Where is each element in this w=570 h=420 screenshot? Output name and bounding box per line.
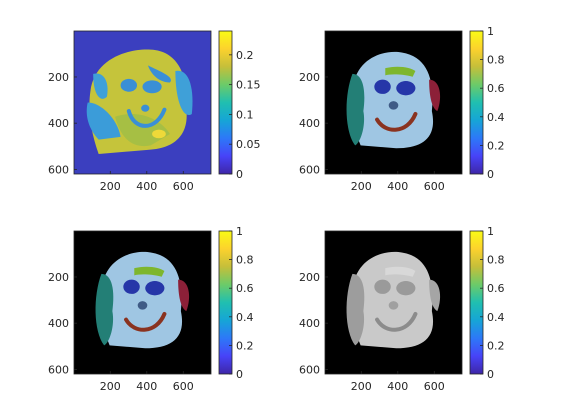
- heatmap-image: [86, 49, 193, 154]
- head-band: [134, 266, 165, 277]
- colorbar-gradient: [218, 30, 233, 175]
- mouth: [126, 107, 167, 128]
- colorbar-tick-label: 0.2: [487, 139, 505, 152]
- eye-left: [123, 279, 140, 294]
- colorbar-tick-label: 0: [487, 368, 494, 381]
- arm-left: [86, 102, 121, 140]
- patch-right: [147, 65, 171, 83]
- x-tick-label: 400: [387, 380, 408, 393]
- x-tick-label: 600: [173, 180, 194, 193]
- colorbar-gradient: [469, 230, 484, 375]
- ear-right: [178, 279, 190, 312]
- colorbar-gradient: [218, 230, 233, 375]
- axes-frame: [73, 230, 212, 375]
- mouth: [124, 311, 167, 332]
- y-tick-label: 600: [299, 363, 320, 376]
- colorbar-tick-label: 1: [487, 25, 494, 38]
- y-tick-label: 400: [299, 317, 320, 330]
- y-tick-label: 200: [299, 271, 320, 284]
- colorbar-tick-label: 0.4: [236, 311, 254, 324]
- y-tick-label: 200: [48, 71, 69, 84]
- ear-right: [175, 70, 193, 116]
- heatmap-image: [346, 251, 441, 349]
- colorbar: 0 0.2 0.4 0.6 0.8 1: [469, 25, 505, 181]
- colorbar-tick-label: 0.2: [236, 339, 254, 352]
- y-tick-label: 400: [48, 117, 69, 130]
- axes-frame: [73, 30, 212, 175]
- axes-frame: [324, 230, 463, 375]
- x-tick-label: 400: [387, 180, 408, 193]
- colorbar-tick-label: 0.4: [487, 111, 505, 124]
- x-tick-label: 400: [136, 380, 157, 393]
- colorbar-tick-label: 0: [487, 168, 494, 181]
- colorbar-tick-label: 0.1: [236, 108, 254, 121]
- colorbar-tick-label: 1: [487, 225, 494, 238]
- ear-left: [95, 273, 114, 346]
- colorbar-tick-label: 0.8: [487, 254, 505, 267]
- colorbar-tick-label: 0.6: [487, 82, 505, 95]
- head-band: [385, 66, 416, 77]
- nose: [141, 104, 150, 112]
- subplot-2: 200 400 600 200 400 600 0 0.2 0.4 0.6 0.8 1: [299, 25, 505, 193]
- eye-right: [145, 281, 165, 296]
- ear-left: [346, 73, 365, 146]
- ear-right: [429, 79, 441, 112]
- colorbar-tick-label: 0.15: [236, 79, 261, 92]
- x-tick-label: 400: [136, 180, 157, 193]
- subplot-3: 200 400 600 200 400 600 0 0.2 0.4 0.6 0.8 1: [48, 225, 254, 393]
- eye-left: [120, 78, 138, 92]
- x-tick-label: 200: [100, 380, 121, 393]
- y-tick-label: 600: [299, 163, 320, 176]
- colorbar-tick-label: 0.6: [487, 282, 505, 295]
- eye-right: [396, 81, 416, 96]
- x-tick-label: 200: [351, 180, 372, 193]
- colorbar-tick-label: 0.05: [236, 138, 261, 151]
- ear-left: [346, 273, 365, 346]
- colorbar-tick-label: 1: [236, 225, 243, 238]
- y-tick-label: 600: [48, 363, 69, 376]
- x-tick-label: 200: [100, 180, 121, 193]
- nose: [137, 301, 148, 310]
- x-tick-label: 600: [424, 180, 445, 193]
- nose: [388, 101, 399, 110]
- ear-right: [429, 279, 441, 312]
- colorbar-gradient: [469, 30, 484, 175]
- y-tick-label: 200: [299, 71, 320, 84]
- colorbar-tick-label: 0.4: [487, 311, 505, 324]
- heatmap-image: [95, 251, 190, 349]
- eye-left: [374, 79, 391, 94]
- heatmap-image: [346, 51, 441, 149]
- colorbar-tick-label: 0: [236, 168, 243, 181]
- colorbar-tick-label: 0.8: [236, 254, 254, 267]
- x-tick-label: 600: [173, 380, 194, 393]
- y-tick-label: 600: [48, 163, 69, 176]
- eye-right: [142, 80, 162, 94]
- colorbar-tick-label: 0: [236, 368, 243, 381]
- eye-right: [396, 281, 416, 296]
- y-tick-label: 200: [48, 271, 69, 284]
- colorbar-tick-label: 0.6: [236, 282, 254, 295]
- ear-left: [93, 73, 108, 99]
- eye-left: [374, 279, 391, 294]
- axes-frame: [324, 30, 463, 175]
- colorbar: 0 0.05 0.1 0.15 0.2: [218, 30, 261, 181]
- mouth: [375, 311, 418, 332]
- nose: [388, 301, 399, 310]
- colorbar: 0 0.2 0.4 0.6 0.8 1: [469, 225, 505, 381]
- colorbar: 0 0.2 0.4 0.6 0.8 1: [218, 225, 254, 381]
- colorbar-tick-label: 0.8: [487, 54, 505, 67]
- x-tick-label: 200: [351, 380, 372, 393]
- colorbar-tick-label: 0.2: [236, 49, 254, 62]
- colorbar-tick-label: 0.2: [487, 339, 505, 352]
- y-tick-label: 400: [48, 317, 69, 330]
- mouth: [375, 111, 418, 132]
- head-band: [385, 266, 416, 277]
- subplot-4: 200 400 600 200 400 600 0 0.2 0.4 0.6 0.8 1: [299, 225, 505, 393]
- highlight: [152, 129, 166, 139]
- y-tick-label: 400: [299, 117, 320, 130]
- x-tick-label: 600: [424, 380, 445, 393]
- subplot-1: 200 400 600 200 400 600 0 0.05 0.1 0.15 0.2: [48, 30, 261, 193]
